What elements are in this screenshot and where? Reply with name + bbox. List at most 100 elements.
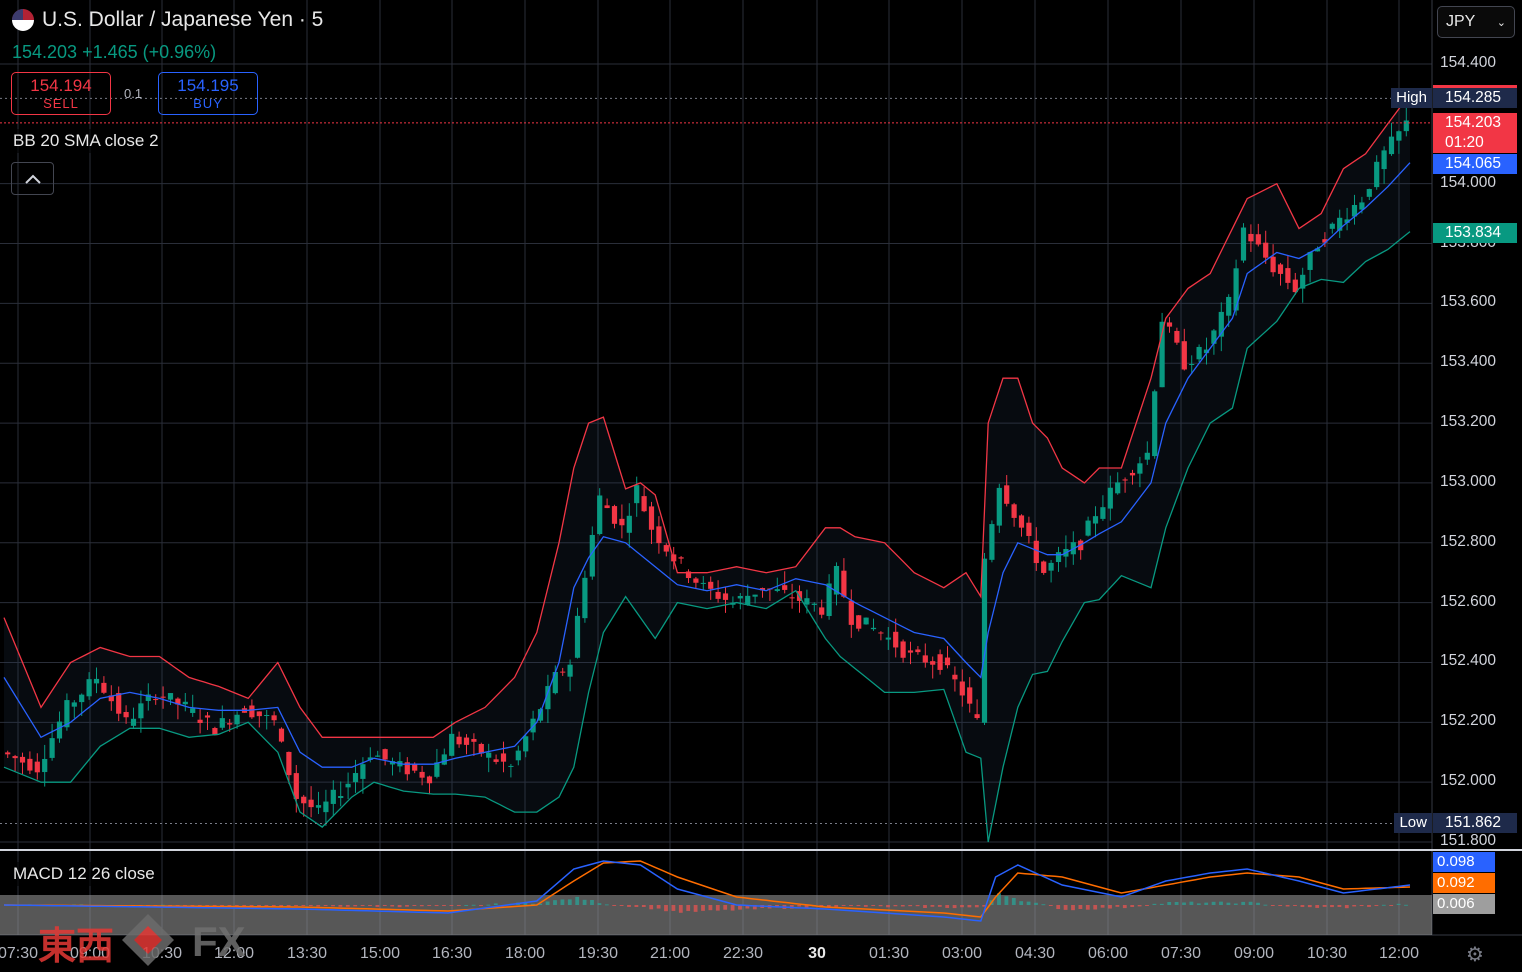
candle-body (1129, 472, 1136, 476)
candle (656, 516, 662, 554)
macd-histogram-bar (678, 905, 683, 913)
candle-body (204, 715, 211, 718)
candle-body (1255, 234, 1261, 245)
candle-body (1107, 487, 1113, 509)
macd-histogram-bar (1219, 901, 1223, 905)
candle-body (1292, 279, 1298, 293)
macd-histogram-bar (641, 905, 646, 908)
macd-histogram-bar (1211, 901, 1216, 905)
candle (19, 752, 26, 775)
price-tag-value: 154.203 (1445, 113, 1502, 131)
buy-button[interactable]: 154.195 BUY (158, 72, 258, 115)
candle (1337, 209, 1343, 239)
macd-value-tag: 0.092 (1433, 873, 1495, 893)
candle-body (1322, 239, 1328, 243)
currency-select[interactable]: JPY ⌄ (1437, 6, 1515, 38)
candle-body (634, 485, 640, 504)
macd-histogram-bar (582, 899, 587, 905)
candle (1166, 317, 1173, 333)
bb-indicator-label[interactable]: BB 20 SMA close 2 (13, 129, 159, 153)
candle (1196, 344, 1202, 363)
macd-histogram-bar (294, 905, 298, 906)
candle-body (989, 524, 995, 560)
price-tick-label: 152.600 (1440, 592, 1497, 610)
candle-body (915, 649, 921, 653)
candle (219, 705, 225, 730)
candle-body (685, 571, 692, 579)
settings-gear-icon[interactable]: ⚙ (1466, 944, 1484, 966)
bollinger-band-fill (4, 93, 1410, 842)
macd-histogram-bar (997, 893, 1001, 905)
macd-histogram-bar (1063, 905, 1068, 910)
candle-body (1351, 204, 1358, 217)
candle-body (722, 593, 729, 600)
candle-body (1396, 131, 1402, 141)
macd-histogram-bar (1167, 901, 1172, 905)
candle (271, 711, 277, 726)
candle (1011, 502, 1017, 527)
candle (382, 748, 388, 766)
candle (278, 727, 285, 743)
macd-histogram-bar (1204, 902, 1209, 905)
candle (856, 615, 862, 632)
macd-histogram-bar (745, 905, 750, 909)
candle-body (1115, 482, 1121, 494)
candle-body (619, 518, 625, 526)
price-tag: 154.285 (1433, 88, 1517, 109)
candle-body (56, 721, 63, 739)
macd-histogram-bar (619, 905, 624, 906)
candle (626, 503, 632, 548)
macd-histogram-bar (390, 905, 395, 907)
candle-body (1203, 349, 1210, 354)
candle (907, 641, 914, 665)
macd-histogram-bar (738, 905, 742, 910)
candle-body (1337, 217, 1343, 231)
candle (915, 646, 921, 655)
macd-histogram-bar (1100, 905, 1105, 908)
macd-histogram-bar (1307, 905, 1312, 908)
candle (974, 699, 980, 720)
candle-body (212, 728, 218, 736)
candle-body (1388, 136, 1395, 155)
macd-histogram-bar (316, 905, 321, 907)
candle-body (249, 705, 255, 718)
macd-histogram-bar (286, 905, 291, 907)
macd-histogram-bar (960, 905, 964, 908)
time-label: 12:00 (1378, 945, 1420, 962)
candle (848, 589, 854, 638)
macd-histogram-bar (1115, 905, 1120, 907)
candle-body (789, 597, 795, 599)
candle-body (64, 700, 70, 728)
candle-body (123, 712, 129, 718)
candle-body (1240, 227, 1247, 261)
candle (989, 520, 995, 563)
macd-histogram-bar (1056, 905, 1061, 910)
candle-body (301, 796, 307, 804)
candle (611, 504, 618, 529)
time-label: 03:00 (941, 945, 983, 962)
candle-body (315, 805, 322, 808)
candle-body (1041, 561, 1047, 573)
macd-histogram-bar (560, 899, 565, 905)
candle (930, 656, 936, 679)
collapse-indicators-button[interactable] (11, 162, 54, 195)
macd-histogram-bar (220, 905, 224, 907)
candle-body (1344, 219, 1350, 223)
macd-value-tag: 0.006 (1433, 894, 1495, 914)
candle (641, 486, 647, 513)
candle-body (870, 627, 877, 630)
macd-histogram-bar (575, 896, 580, 905)
symbol-header[interactable]: U.S. Dollar / Japanese Yen · 5 (12, 8, 323, 32)
macd-histogram-bar (1396, 903, 1401, 905)
candle-body (338, 795, 344, 799)
sell-button[interactable]: 154.194 SELL (11, 72, 111, 115)
buy-price: 154.195 (177, 76, 239, 95)
candle (93, 667, 100, 694)
candle-body (715, 591, 721, 599)
candle (634, 476, 640, 517)
macd-histogram-bar (752, 905, 757, 910)
macd-indicator-label[interactable]: MACD 12 26 close (13, 862, 155, 886)
candle (1300, 267, 1306, 303)
candle-body (1137, 463, 1143, 474)
